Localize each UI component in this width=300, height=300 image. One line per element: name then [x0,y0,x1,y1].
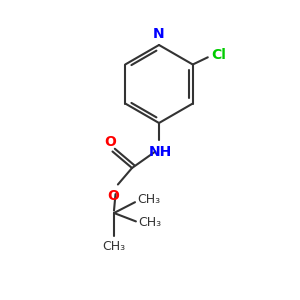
Text: O: O [107,189,119,203]
Text: CH₃: CH₃ [137,193,160,206]
Text: NH: NH [149,146,172,160]
Text: Cl: Cl [211,48,226,62]
Text: CH₃: CH₃ [138,216,161,230]
Text: CH₃: CH₃ [102,240,126,253]
Text: N: N [153,27,165,41]
Text: O: O [104,134,116,148]
